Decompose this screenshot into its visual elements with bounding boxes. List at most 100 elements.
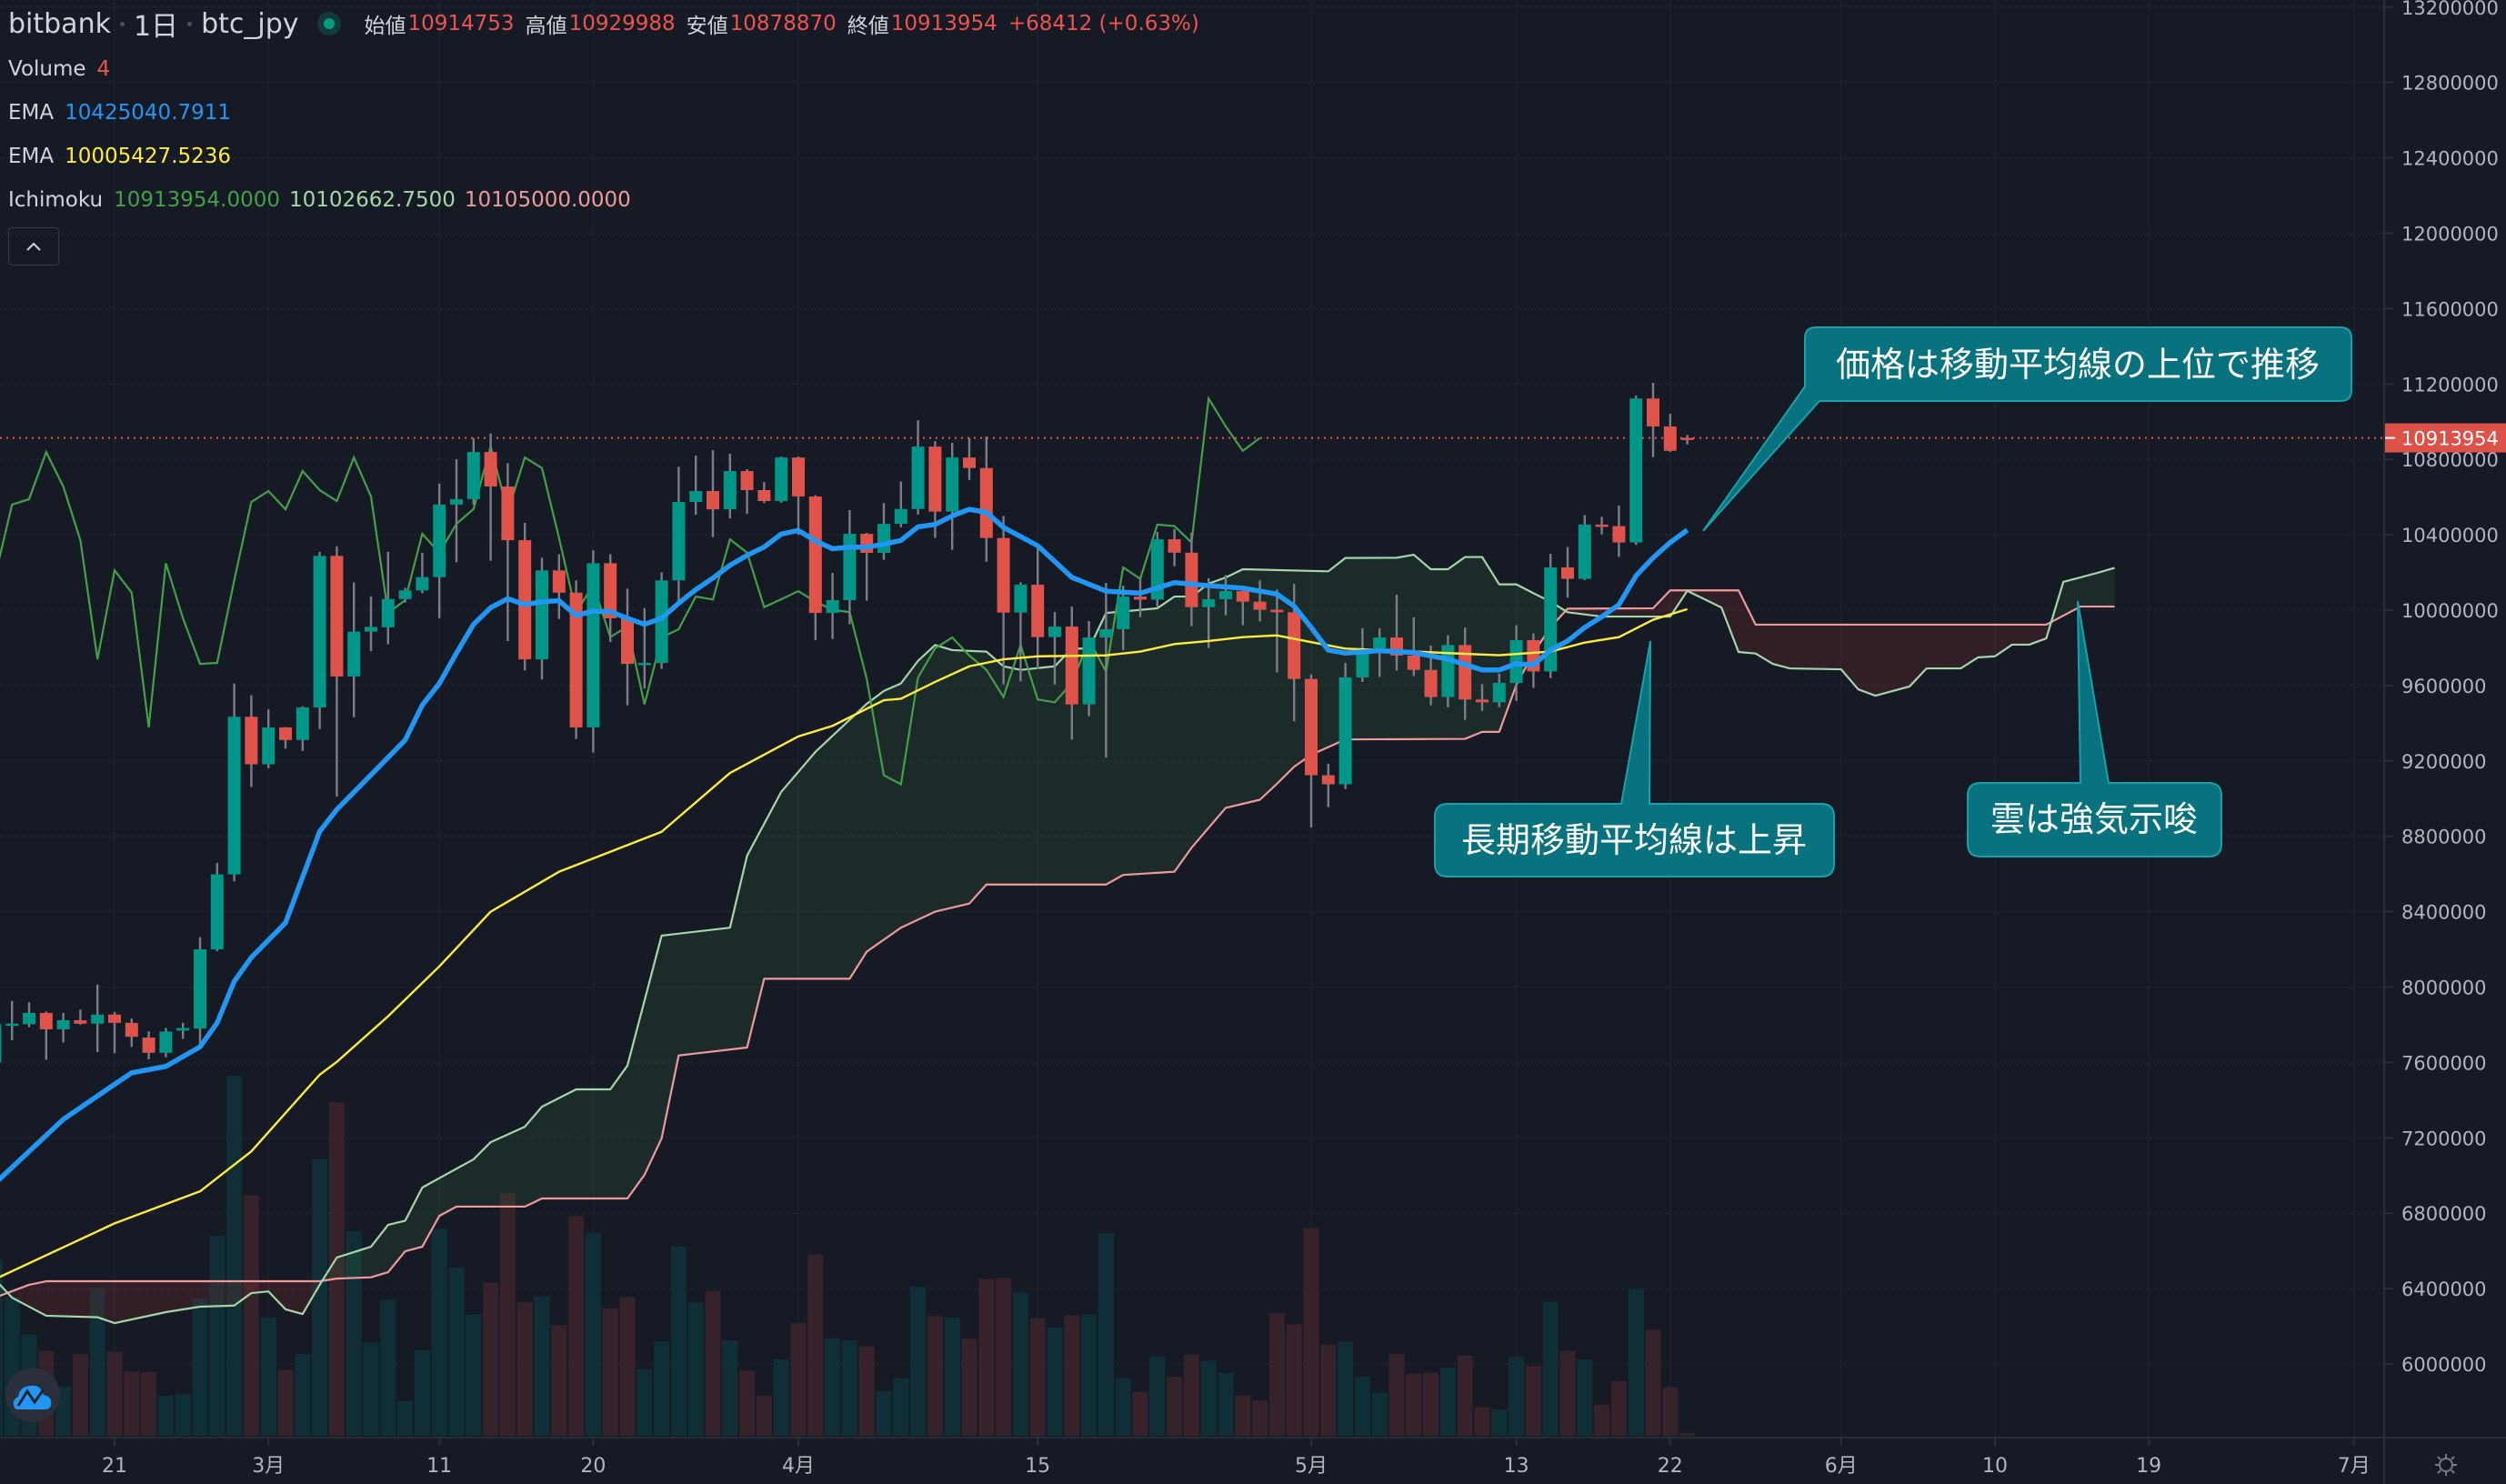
cloud-segment-bullish (764, 791, 782, 979)
cloud-segment-bearish (1910, 624, 1927, 687)
candle (56, 1012, 70, 1043)
candle-body (1236, 591, 1249, 602)
candle-body (91, 1014, 105, 1024)
bitbank-logo[interactable] (5, 1368, 60, 1422)
cloud-segment-bullish (473, 1142, 491, 1207)
chevron-up-icon (26, 242, 41, 251)
time-axis[interactable]: 21 3月 11 20 4月 15 5月 13 22 6月 10 19 7月 (0, 1437, 2506, 1478)
cloud-segment-bearish (1978, 624, 1995, 658)
cloud-segment-bullish (354, 1247, 371, 1278)
price-tick-label: 8800000 (2401, 827, 2487, 848)
cloud-segment-bearish (1858, 624, 1876, 697)
candle (1031, 543, 1045, 669)
price-tick-label: 7200000 (2401, 1128, 2487, 1149)
time-tick-label: 20 (580, 1455, 606, 1478)
candle-body (1202, 598, 1216, 607)
volume-bar (568, 1216, 585, 1436)
candle (125, 1018, 138, 1048)
cloud-segment-bearish (1789, 624, 1808, 669)
legend-ema-fast[interactable]: EMA 10425040.7911 (8, 91, 1210, 135)
candle-body (142, 1038, 155, 1053)
volume-bar (585, 1232, 601, 1436)
volume-bar (89, 1287, 105, 1436)
interval[interactable]: 1日 (133, 11, 179, 43)
time-tick-label: 11 (426, 1455, 452, 1478)
legend-ichimoku[interactable]: Ichimoku 10913954.0000 10102662.7500 101… (8, 178, 1210, 222)
cloud-segment-bearish (1755, 624, 1773, 665)
candle (1185, 533, 1198, 627)
price-tick-label: 9600000 (2401, 676, 2487, 697)
symbol-row: bitbank 1日 btc_jpy 始値 10914753 高値 10929988… (8, 0, 1210, 47)
candle (963, 437, 976, 480)
volume-bar (380, 1298, 396, 1436)
volume-bar (1406, 1373, 1422, 1436)
callout-price-above-ma[interactable]: 価格は移動平均線の上位で推移 (1702, 326, 2352, 532)
callout-long-ma-rising[interactable]: 長期移動平均線は上昇 (1434, 640, 1835, 877)
ichimoku-span-b-value: 10105000.0000 (464, 188, 631, 212)
candle-body (1544, 567, 1558, 672)
cloud-segment-bearish (183, 1281, 200, 1310)
candle-body (450, 498, 463, 505)
cloud-segment-bearish (286, 1281, 303, 1315)
price-axis[interactable]: 13200000 12800000 12400000 12000000 11600000… (2383, 0, 2499, 1484)
candle (227, 683, 241, 882)
cloud-segment-bullish (1208, 577, 1226, 828)
time-tick-label: 19 (2136, 1455, 2161, 1478)
candle (262, 709, 276, 768)
volume-bar (1491, 1409, 1508, 1436)
cloud-segment-bearish (1721, 590, 1739, 653)
candle-body (296, 707, 309, 740)
cloud-segment-bullish (576, 1089, 594, 1199)
candle (979, 436, 993, 562)
candle-body (39, 1012, 53, 1029)
candle (194, 937, 206, 1045)
candle (159, 1028, 173, 1058)
cloud-segment-bullish (1242, 569, 1260, 804)
cloud-segment-bullish (1397, 555, 1414, 739)
candle-body (826, 600, 839, 614)
candle (1117, 586, 1130, 650)
plot-area[interactable] (0, 383, 2384, 1436)
logo-line (16, 1389, 45, 1407)
symbol-name[interactable]: btc_jpy (201, 7, 299, 40)
cloud-segment-bearish (29, 1281, 46, 1316)
volume-bar (1235, 1395, 1251, 1436)
candle (0, 1024, 2, 1063)
cloud-segment-bearish (63, 1281, 81, 1318)
cloud-segment-bullish (456, 1158, 474, 1207)
volume-bar (175, 1394, 191, 1436)
legend-volume[interactable]: Volume 4 (8, 47, 1210, 91)
volume-bar (1338, 1341, 1354, 1436)
cloud-segment-bullish (1020, 667, 1038, 885)
legend-ema-slow[interactable]: EMA 10005427.5236 (8, 135, 1210, 178)
callout-cloud-bullish[interactable]: 雲は強気示唆 (1967, 600, 2222, 857)
cloud-segment-bullish (2063, 577, 2080, 617)
volume-bar (1252, 1399, 1268, 1436)
volume-bar (1303, 1228, 1319, 1436)
candle-body (672, 502, 686, 581)
candle (501, 463, 515, 641)
settings-gear-icon[interactable] (2433, 1452, 2459, 1478)
price-tick-label: 12400000 (2401, 148, 2499, 170)
candle (23, 1002, 35, 1028)
candle (1544, 554, 1558, 678)
candle-body (536, 570, 548, 660)
exchange-name[interactable]: bitbank (8, 7, 111, 40)
candle (757, 482, 771, 504)
cloud-segment-bearish (1926, 624, 1944, 669)
volume-bar (1098, 1233, 1114, 1436)
candle (672, 466, 686, 603)
candle-body (860, 534, 874, 553)
candle-body (518, 540, 532, 660)
collapse-legend-button[interactable] (8, 227, 59, 266)
volume-bar (243, 1195, 259, 1436)
cloud-segment-bullish (2080, 572, 2098, 607)
cloud-segment-bullish (405, 1188, 423, 1252)
cloud-segment-bullish (542, 1098, 559, 1199)
volume-bar (1679, 1432, 1696, 1436)
volume-bar (431, 1228, 447, 1436)
candle-body (416, 577, 429, 591)
cloud-segment-bearish (115, 1281, 132, 1324)
volume-bar (961, 1339, 977, 1436)
